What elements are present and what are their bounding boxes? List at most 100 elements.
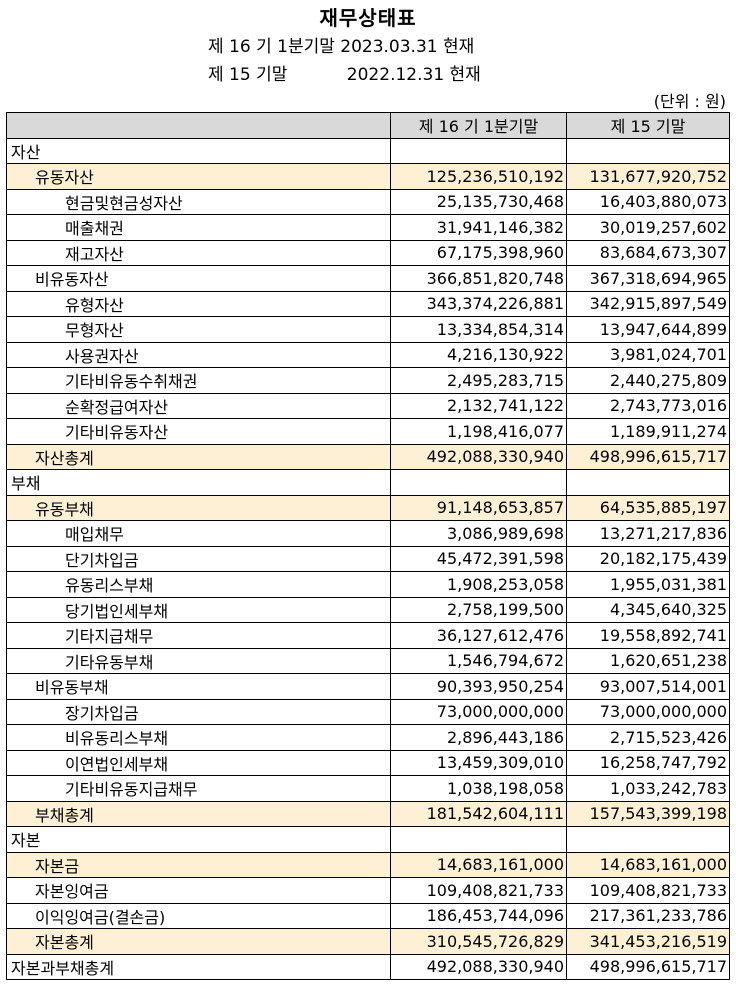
- current-period-amount: 2,132,741,122: [390, 392, 567, 419]
- prior-period-amount: 367,318,694,965: [566, 265, 730, 292]
- prior-period-amount: 1,955,031,381: [566, 571, 730, 598]
- current-period-amount: 181,542,604,111: [390, 800, 567, 827]
- table-row: 이연법인세부채 13,459,309,010 16,258,747,792: [6, 749, 730, 776]
- prior-period-amount: [566, 137, 730, 164]
- account-label: 기타비유동수취채권: [6, 367, 391, 394]
- account-label: 유동리스부채: [6, 571, 391, 598]
- table-row: 비유동리스부채 2,896,443,186 2,715,523,426: [6, 724, 730, 751]
- prior-period-amount: 342,915,897,549: [566, 290, 730, 317]
- account-label: 자본금: [6, 851, 391, 878]
- current-period-amount: 73,000,000,000: [390, 698, 567, 725]
- current-period-amount: 91,148,653,857: [390, 494, 567, 521]
- table-row: 매입채무 3,086,989,698 13,271,217,836: [6, 520, 730, 547]
- table-row: 자본: [6, 826, 730, 853]
- table-header-row: 제 16 기 1분기말 제 15 기말: [6, 112, 730, 139]
- current-period-amount: [390, 137, 567, 164]
- current-period-amount: 1,038,198,058: [390, 775, 567, 802]
- table-row: 순확정급여자산 2,132,741,122 2,743,773,016: [6, 392, 730, 419]
- table-row: 자산총계 492,088,330,940 498,996,615,717: [6, 443, 730, 470]
- account-label: 매출채권: [6, 214, 391, 241]
- current-period-amount: 1,546,794,672: [390, 647, 567, 674]
- account-label: 기타비유동자산: [6, 418, 391, 445]
- prior-period-amount: 2,440,275,809: [566, 367, 730, 394]
- account-label: 부채: [6, 469, 391, 496]
- table-row: 기타비유동수취채권 2,495,283,715 2,440,275,809: [6, 367, 730, 394]
- table-row: 기타지급채무 36,127,612,476 19,558,892,741: [6, 622, 730, 649]
- prior-period-amount: 14,683,161,000: [566, 851, 730, 878]
- current-period-amount: 1,908,253,058: [390, 571, 567, 598]
- prior-period-amount: 1,620,651,238: [566, 647, 730, 674]
- prior-period-amount: 3,981,024,701: [566, 341, 730, 368]
- prior-period-amount: 157,543,399,198: [566, 800, 730, 827]
- header-account: [6, 112, 391, 139]
- current-period-amount: 492,088,330,940: [390, 953, 567, 980]
- account-label: 유동부채: [6, 494, 391, 521]
- current-period-amount: 2,896,443,186: [390, 724, 567, 751]
- account-label: 기타비유동지급채무: [6, 775, 391, 802]
- current-period-amount: 366,851,820,748: [390, 265, 567, 292]
- table-row: 자본금 14,683,161,000 14,683,161,000: [6, 851, 730, 878]
- header-current-period: 제 16 기 1분기말: [390, 112, 567, 139]
- balance-sheet-table: 제 16 기 1분기말 제 15 기말 자산 유동자산 125,236,510,19…: [6, 112, 730, 980]
- table-row: 자본잉여금 109,408,821,733 109,408,821,733: [6, 877, 730, 904]
- prior-period-amount: 16,403,880,073: [566, 188, 730, 215]
- prior-period-amount: 1,189,911,274: [566, 418, 730, 445]
- table-row: 유동자산 125,236,510,192 131,677,920,752: [6, 163, 730, 190]
- current-period-amount: 36,127,612,476: [390, 622, 567, 649]
- prior-period-amount: 13,947,644,899: [566, 316, 730, 343]
- current-period-amount: 343,374,226,881: [390, 290, 567, 317]
- table-body: 자산 유동자산 125,236,510,192 131,677,920,752 현금및현…: [6, 137, 730, 980]
- account-label: 자본잉여금: [6, 877, 391, 904]
- statement-title: 재무상태표: [319, 6, 417, 30]
- current-period-amount: 3,086,989,698: [390, 520, 567, 547]
- current-period-amount: [390, 469, 567, 496]
- current-period-amount: 90,393,950,254: [390, 673, 567, 700]
- prior-period-amount: 30,019,257,602: [566, 214, 730, 241]
- prior-period-amount: 64,535,885,197: [566, 494, 730, 521]
- account-label: 무형자산: [6, 316, 391, 343]
- account-label: 단기차입금: [6, 545, 391, 572]
- current-period-amount: 109,408,821,733: [390, 877, 567, 904]
- table-row: 단기차입금 45,472,391,598 20,182,175,439: [6, 545, 730, 572]
- account-label: 순확정급여자산: [6, 392, 391, 419]
- account-label: 자본과부채총계: [6, 953, 391, 980]
- account-label: 현금및현금성자산: [6, 188, 391, 215]
- account-label: 기타유동부채: [6, 647, 391, 674]
- current-period-amount: 13,459,309,010: [390, 749, 567, 776]
- table-row: 비유동부채 90,393,950,254 93,007,514,001: [6, 673, 730, 700]
- current-period-label: 제 16 기 1분기말 2023.03.31 현재: [208, 37, 475, 57]
- table-row: 유형자산 343,374,226,881 342,915,897,549: [6, 290, 730, 317]
- current-period-amount: 45,472,391,598: [390, 545, 567, 572]
- account-label: 매입채무: [6, 520, 391, 547]
- account-label: 비유동부채: [6, 673, 391, 700]
- prior-period-amount: [566, 826, 730, 853]
- account-label: 비유동자산: [6, 265, 391, 292]
- prior-period-amount: 131,677,920,752: [566, 163, 730, 190]
- account-label: 유형자산: [6, 290, 391, 317]
- current-period-amount: 492,088,330,940: [390, 443, 567, 470]
- account-label: 자본총계: [6, 928, 391, 955]
- current-period-amount: 67,175,398,960: [390, 239, 567, 266]
- table-row: 기타비유동자산 1,198,416,077 1,189,911,274: [6, 418, 730, 445]
- account-label: 이익잉여금(결손금): [6, 902, 391, 929]
- prior-period-amount: [566, 469, 730, 496]
- current-period-amount: [390, 826, 567, 853]
- table-row: 자본과부채총계 492,088,330,940 498,996,615,717: [6, 953, 730, 980]
- prior-period-amount: 16,258,747,792: [566, 749, 730, 776]
- account-label: 장기차입금: [6, 698, 391, 725]
- prior-period-amount: 20,182,175,439: [566, 545, 730, 572]
- prior-period-amount: 2,743,773,016: [566, 392, 730, 419]
- prior-period-amount: 217,361,233,786: [566, 902, 730, 929]
- current-period-amount: 186,453,744,096: [390, 902, 567, 929]
- prior-period-amount: 4,345,640,325: [566, 596, 730, 623]
- table-row: 이익잉여금(결손금) 186,453,744,096 217,361,233,786: [6, 902, 730, 929]
- current-period-amount: 31,941,146,382: [390, 214, 567, 241]
- table-row: 자본총계 310,545,726,829 341,453,216,519: [6, 928, 730, 955]
- current-period-amount: 2,495,283,715: [390, 367, 567, 394]
- prior-period-amount: 498,996,615,717: [566, 953, 730, 980]
- account-label: 기타지급채무: [6, 622, 391, 649]
- prior-period-amount: 341,453,216,519: [566, 928, 730, 955]
- table-row: 비유동자산 366,851,820,748 367,318,694,965: [6, 265, 730, 292]
- prior-period-amount: 83,684,673,307: [566, 239, 730, 266]
- table-row: 부채: [6, 469, 730, 496]
